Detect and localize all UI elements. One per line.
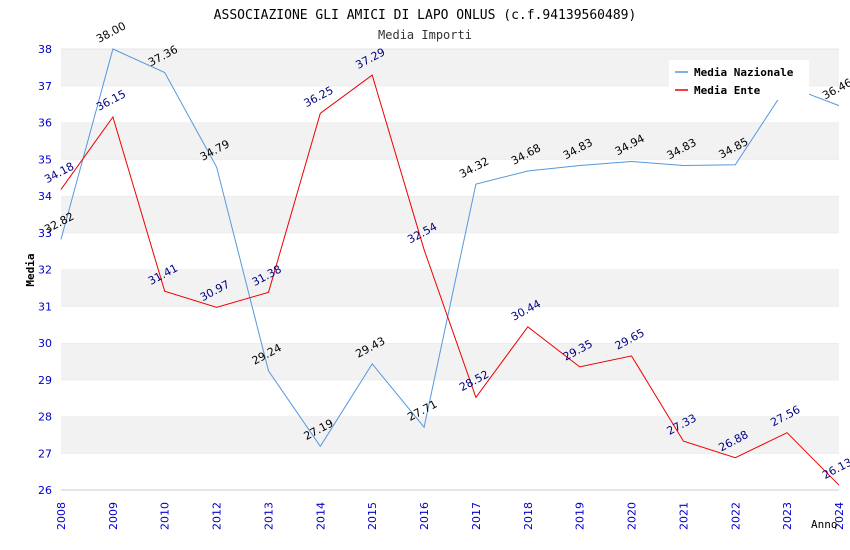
- grid-band: [61, 269, 839, 307]
- x-tick-label: 2022: [729, 502, 742, 530]
- y-tick-label: 33: [38, 227, 52, 240]
- x-tick-label: 2021: [677, 502, 690, 530]
- legend-label-nazionale: Media Nazionale: [694, 66, 794, 79]
- y-tick-label: 34: [38, 190, 52, 203]
- y-tick-label: 36: [38, 117, 52, 130]
- chart-subtitle: Media Importi: [378, 28, 472, 42]
- x-tick-label: 2010: [159, 502, 172, 530]
- y-tick-label: 30: [38, 337, 52, 350]
- x-tick-label: 2020: [626, 502, 639, 530]
- y-tick-label: 38: [38, 43, 52, 56]
- x-tick-label: 2008: [55, 502, 68, 530]
- legend: Media Nazionale Media Ente: [669, 60, 809, 100]
- legend-label-ente: Media Ente: [694, 84, 761, 97]
- y-tick-label: 28: [38, 411, 52, 424]
- y-axis-title: Media: [24, 253, 37, 286]
- x-tick-label: 2013: [262, 502, 275, 530]
- grid-band: [61, 379, 839, 417]
- x-tick-label: 2017: [470, 502, 483, 530]
- y-tick-label: 37: [38, 80, 52, 93]
- x-tick-label: 2019: [574, 502, 587, 530]
- x-tick-label: 2012: [211, 502, 224, 530]
- x-tick-label: 2009: [107, 502, 120, 530]
- y-axis-ticks: 26 27 28 29 30 31 32 33 34 35 36 37 38: [38, 43, 52, 497]
- grid-band: [61, 232, 839, 270]
- chart-title: ASSOCIAZIONE GLI AMICI DI LAPO ONLUS (c.…: [214, 8, 637, 23]
- y-tick-label: 31: [38, 300, 52, 313]
- y-tick-label: 35: [38, 153, 52, 166]
- x-tick-label: 2024: [833, 502, 846, 530]
- x-tick-label: 2015: [366, 502, 379, 530]
- y-tick-label: 26: [38, 484, 52, 497]
- data-label: 38.00: [94, 19, 128, 45]
- x-tick-label: 2016: [418, 502, 431, 530]
- y-tick-label: 27: [38, 447, 52, 460]
- grid-band: [61, 416, 839, 454]
- grid-band: [61, 453, 839, 490]
- x-tick-label: 2018: [522, 502, 535, 530]
- series-line-ente: [60, 74, 840, 486]
- grid-band: [61, 122, 839, 160]
- x-axis-ticks: 2008 2009 2010 2012 2013 2014 2015 2016 2017 2018…: [55, 502, 846, 530]
- y-tick-label: 29: [38, 374, 52, 387]
- y-tick-label: 32: [38, 264, 52, 277]
- x-tick-label: 2023: [781, 502, 794, 530]
- legend-box: [669, 60, 809, 100]
- series-lines: [60, 48, 840, 486]
- x-axis-title: Anno: [811, 518, 838, 531]
- grid-band: [61, 196, 839, 233]
- series-line-nazionale: [60, 48, 840, 448]
- grid-band: [61, 343, 839, 380]
- x-tick-label: 2014: [314, 502, 327, 530]
